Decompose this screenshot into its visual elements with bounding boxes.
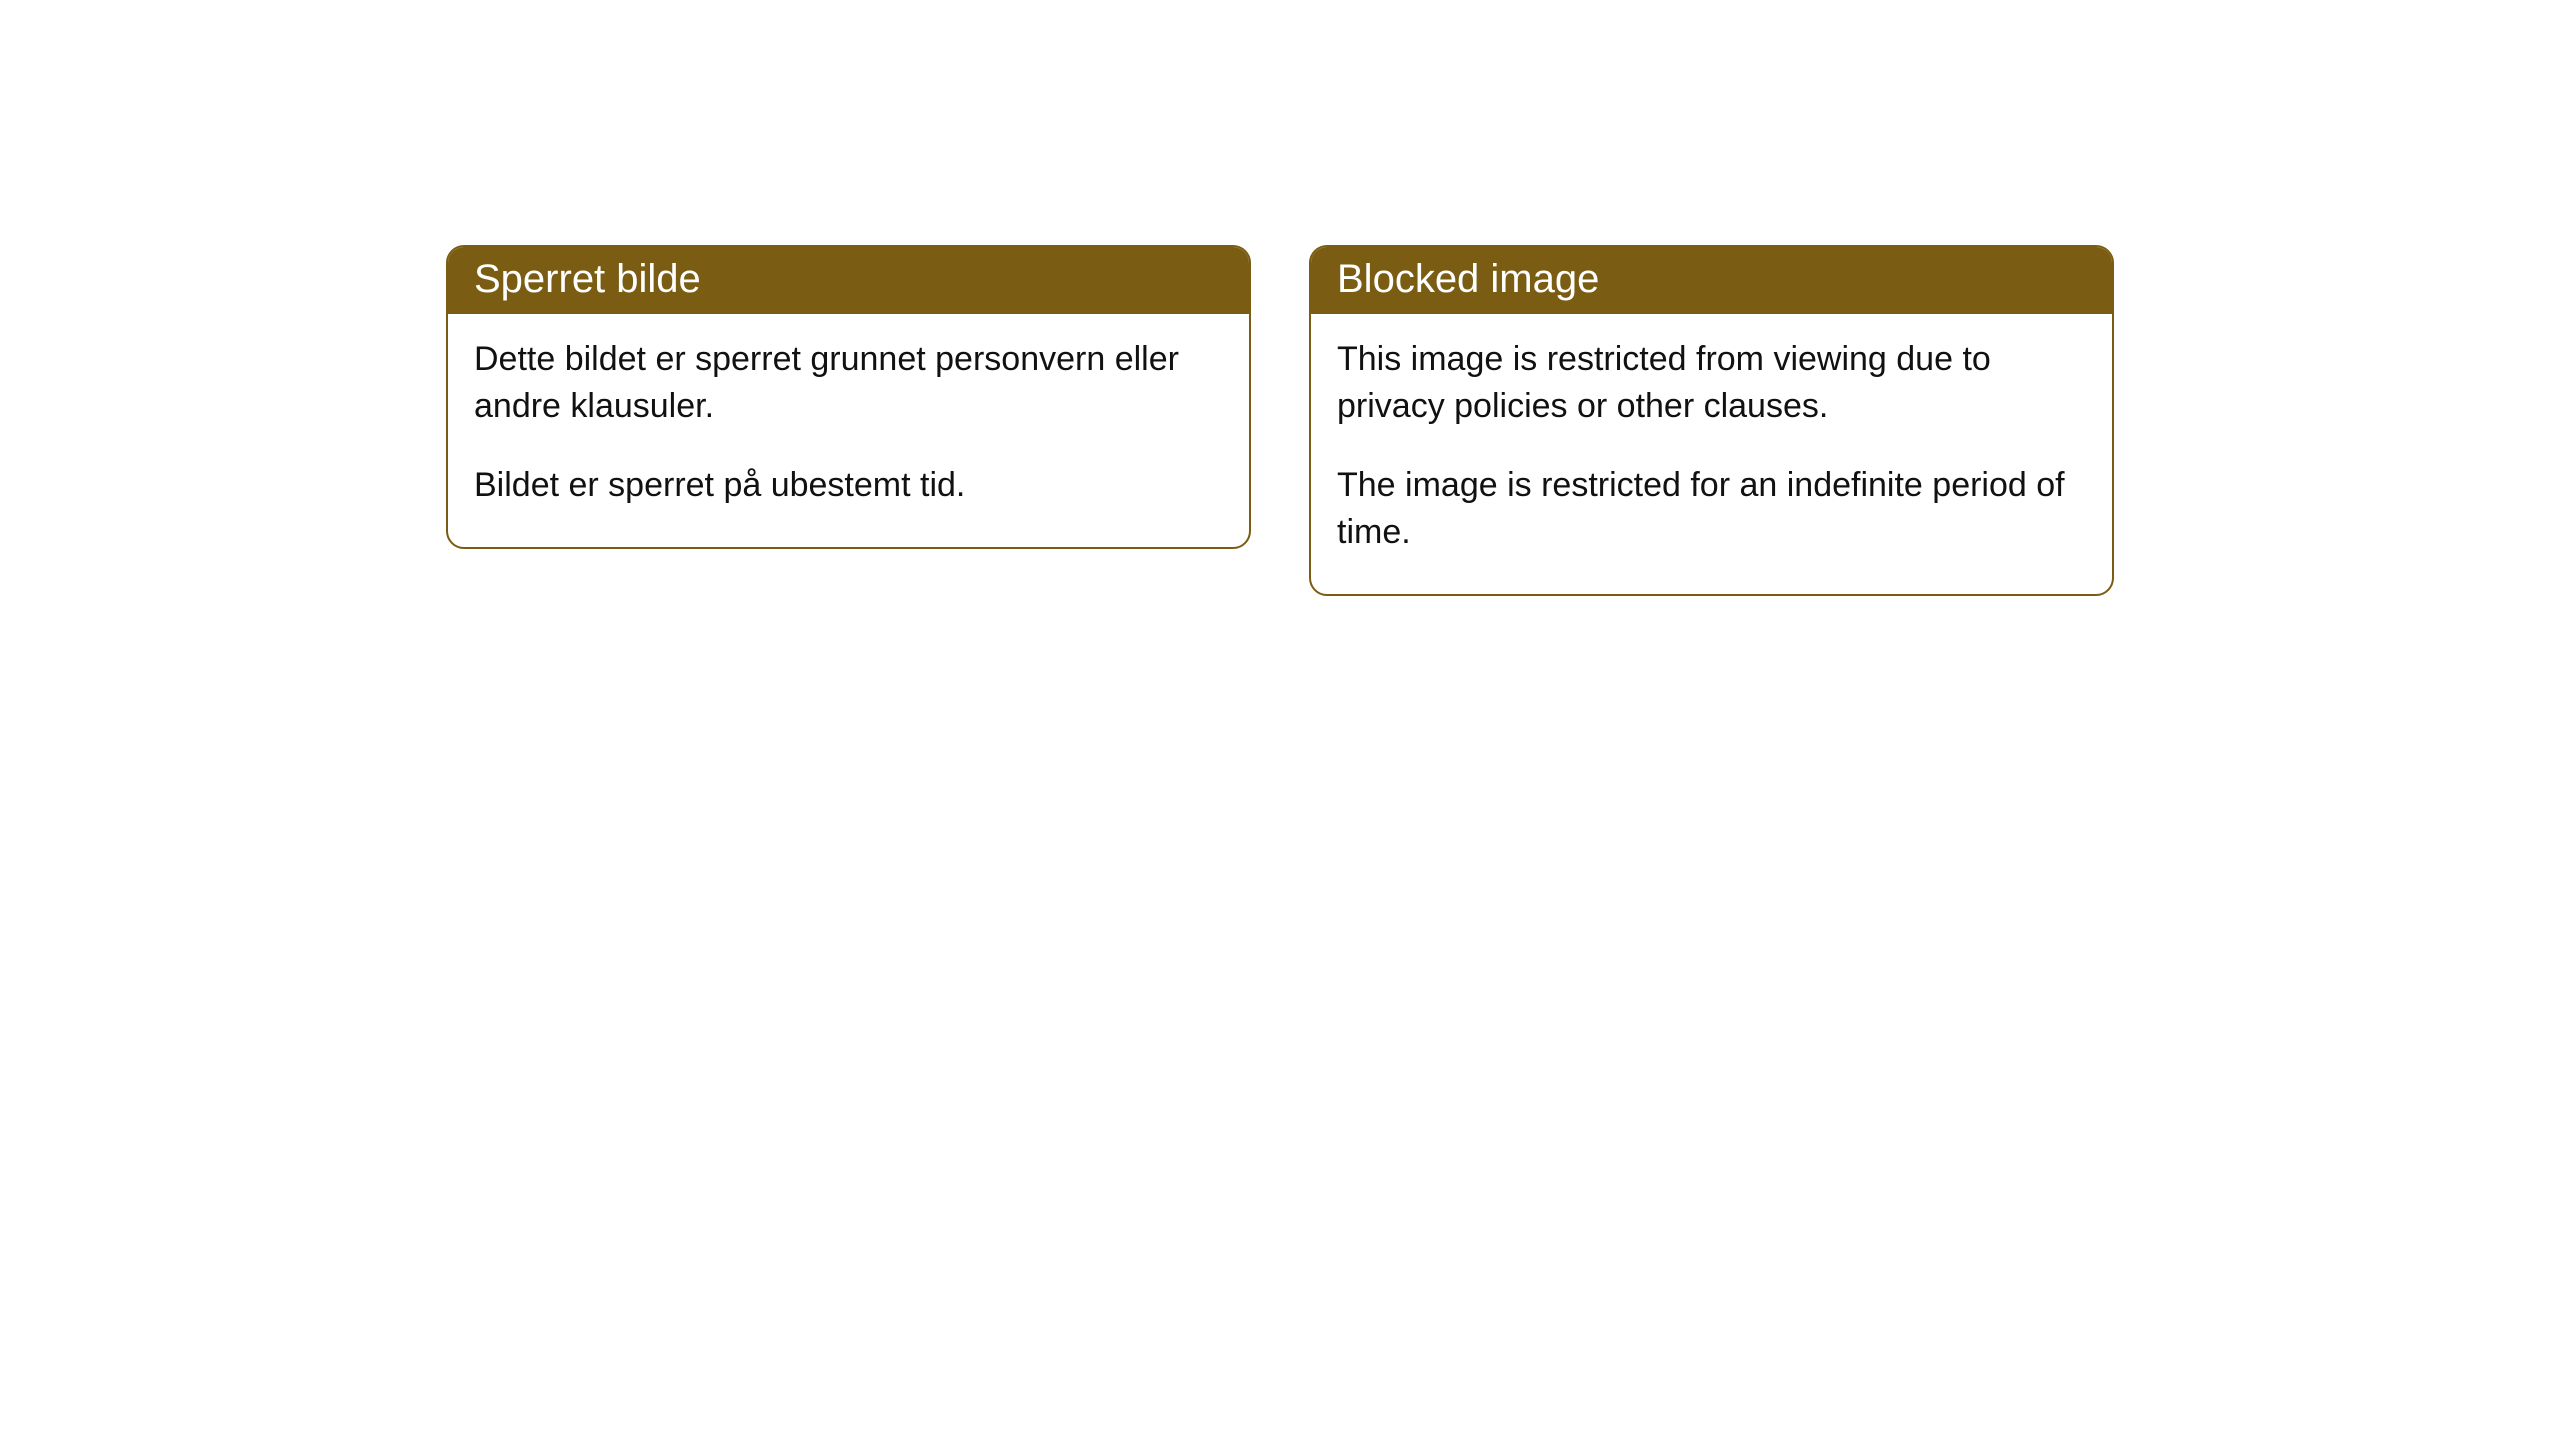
- notice-paragraph: Bildet er sperret på ubestemt tid.: [474, 462, 1223, 509]
- card-header: Sperret bilde: [448, 247, 1249, 314]
- notice-paragraph: Dette bildet er sperret grunnet personve…: [474, 336, 1223, 430]
- card-header: Blocked image: [1311, 247, 2112, 314]
- notice-container: Sperret bilde Dette bildet er sperret gr…: [446, 245, 2114, 1440]
- card-body: Dette bildet er sperret grunnet personve…: [448, 314, 1249, 547]
- notice-paragraph: The image is restricted for an indefinit…: [1337, 462, 2086, 556]
- notice-card-norwegian: Sperret bilde Dette bildet er sperret gr…: [446, 245, 1251, 549]
- card-body: This image is restricted from viewing du…: [1311, 314, 2112, 594]
- notice-paragraph: This image is restricted from viewing du…: [1337, 336, 2086, 430]
- notice-card-english: Blocked image This image is restricted f…: [1309, 245, 2114, 596]
